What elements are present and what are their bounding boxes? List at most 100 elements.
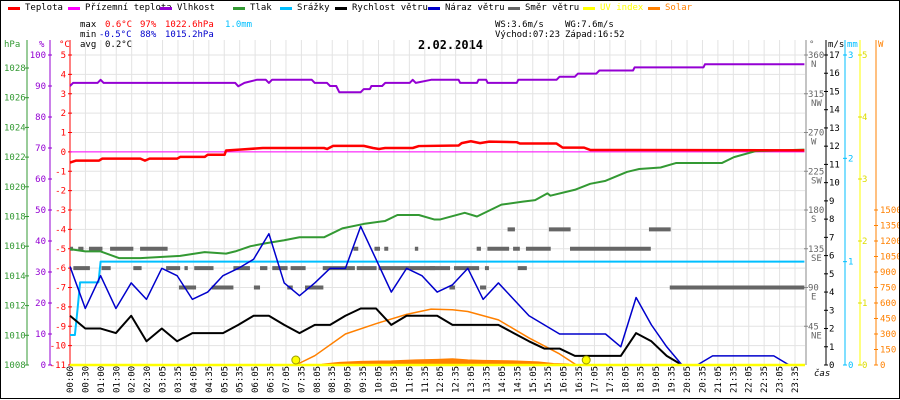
wind-direction-mark xyxy=(110,246,134,251)
axis-tick-label: 4 xyxy=(862,113,867,123)
stats-min-temp: -0.5°C xyxy=(99,30,132,40)
axis-tick-label: 1 xyxy=(848,258,853,268)
legend-swatch xyxy=(335,6,347,10)
x-tick-label: 04:05 xyxy=(189,366,199,393)
wind-direction-mark xyxy=(88,246,103,251)
axis-tick-label: 50 xyxy=(35,206,46,216)
x-tick-label: 12:05 xyxy=(436,366,446,393)
chart-title: 2.02.2014 xyxy=(418,38,484,52)
axis-tick-label: 1500 xyxy=(880,206,900,216)
axis-tick-label: 2 xyxy=(862,237,867,247)
x-tick-label: 02:00 xyxy=(128,366,138,393)
wind-direction-mark xyxy=(356,266,377,271)
axis-tick-label: 45 xyxy=(808,322,819,332)
wind-direction-mark xyxy=(194,266,214,271)
axis-unit-time: čas xyxy=(814,369,831,379)
legend-label: Solar xyxy=(665,3,693,13)
axis-tick-label: 1024 xyxy=(4,123,26,133)
axis-tick-label: 1050 xyxy=(880,253,900,263)
axis-tick-label: 60 xyxy=(35,175,46,185)
axis-tick-label: 3 xyxy=(862,175,867,185)
legend-item: Rychlost větru xyxy=(335,3,428,13)
x-tick-label: 16:35 xyxy=(575,366,585,393)
direction-label: NE xyxy=(811,331,822,341)
axis-unit-ms: m/s xyxy=(828,40,845,50)
direction-label: W xyxy=(811,138,817,148)
axis-tick-label: -6 xyxy=(55,264,66,274)
axis-tick-label: 1200 xyxy=(880,237,900,247)
axis-tick-label: 360 xyxy=(808,51,824,61)
wind-direction-mark xyxy=(480,285,487,290)
x-tick-label: 21:05 xyxy=(714,366,724,393)
x-tick-label: 10:05 xyxy=(375,366,385,393)
axis-tick-label: 80 xyxy=(35,113,46,123)
axis-tick-label: 0 xyxy=(829,361,834,371)
solar-measured-area xyxy=(320,358,572,366)
stats-rain-total: 1.0mm xyxy=(225,20,253,30)
axis-tick-label: 1010 xyxy=(4,331,26,341)
axis-tick-label: 14 xyxy=(829,106,840,116)
humidity-line xyxy=(69,63,805,94)
axis-tick-label: 300 xyxy=(880,330,896,340)
axis-tick-label: 1350 xyxy=(880,222,900,232)
stats-sunset: Západ:16:52 xyxy=(565,30,625,40)
x-tick-label: 14:35 xyxy=(513,366,523,393)
x-tick-label: 18:05 xyxy=(621,366,631,393)
legend-label: UV index xyxy=(600,3,644,13)
legend-label: Rychlost větru xyxy=(352,3,428,13)
wind-direction-mark xyxy=(414,246,419,251)
wind-direction-mark xyxy=(669,285,805,290)
solar-theoretical-line xyxy=(295,308,577,366)
x-tick-label: 20:35 xyxy=(698,366,708,393)
x-tick-label: 01:30 xyxy=(112,366,122,393)
x-tick-label: 17:05 xyxy=(590,366,600,393)
legend-label: Náraz větru xyxy=(445,3,505,13)
legend-label: Tlak xyxy=(250,3,272,13)
legend-swatch xyxy=(508,6,520,10)
stats-wind-gust: WG:7.6m/s xyxy=(565,20,614,30)
axis-tick-label: 40 xyxy=(35,237,46,247)
axis-tick-label: -7 xyxy=(55,284,66,294)
axis-tick-label: 2 xyxy=(829,325,834,335)
legend-label: Směr větru xyxy=(525,3,580,13)
x-tick-label: 23:05 xyxy=(776,366,786,393)
axis-tick-label: 1 xyxy=(862,299,867,309)
axis-tick-label: 17 xyxy=(829,51,840,61)
direction-label: NW xyxy=(811,99,822,109)
axis-tick-label: 4 xyxy=(829,288,834,298)
axis-tick-label: 3 xyxy=(829,306,834,316)
axis-unit-deg: ° xyxy=(809,40,815,50)
axis-tick-label: 1028 xyxy=(4,64,26,74)
wind-direction-mark xyxy=(484,266,489,271)
axis-tick-label: 30 xyxy=(35,268,46,278)
wind-direction-mark xyxy=(384,246,389,251)
legend-item: Vlhkost xyxy=(160,3,215,13)
x-tick-label: 05:05 xyxy=(220,366,230,393)
x-tick-label: 19:35 xyxy=(668,366,678,393)
x-tick-label: 06:35 xyxy=(267,366,277,393)
rain-line xyxy=(70,260,805,337)
x-tick-label: 19:05 xyxy=(652,366,662,393)
x-tick-label: 11:05 xyxy=(405,366,415,393)
axis-tick-label: 1022 xyxy=(4,153,26,163)
legend-item: Solar xyxy=(648,3,692,13)
x-tick-label: 23:35 xyxy=(791,366,801,393)
stats-max-pressure: 1022.6hPa xyxy=(165,20,214,30)
legend-swatch xyxy=(583,6,595,10)
axis-tick-label: 12 xyxy=(829,142,840,152)
axis-tick-label: 11 xyxy=(829,160,840,170)
axis-tick-label: 1026 xyxy=(4,94,26,104)
axis-tick-label: -8 xyxy=(55,303,66,313)
axis-tick-label: 1008 xyxy=(4,361,26,371)
wind-direction-mark xyxy=(449,285,455,290)
direction-label: SE xyxy=(811,254,822,264)
legend-label: Teplota xyxy=(25,3,63,13)
x-tick-label: 13:35 xyxy=(482,366,492,393)
axis-tick-label: 9 xyxy=(829,197,834,207)
legend-item: Teplota xyxy=(8,3,63,13)
axis-tick-label: 1018 xyxy=(4,213,26,223)
stats-max-humidity: 97% xyxy=(140,20,157,30)
wind-direction-mark xyxy=(78,246,84,251)
axis-tick-label: 2 xyxy=(848,154,853,164)
x-tick-label: 15:05 xyxy=(529,366,539,393)
